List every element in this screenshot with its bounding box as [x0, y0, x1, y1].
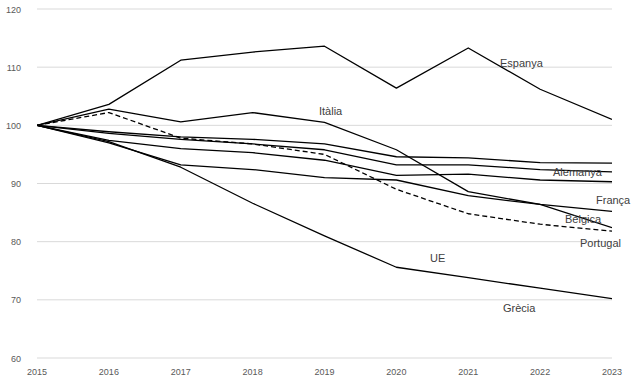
series-line [37, 125, 612, 298]
x-tick-label: 2019 [314, 367, 334, 377]
series-line [37, 125, 612, 181]
x-tick-label: 2015 [27, 367, 47, 377]
y-tick-label: 110 [7, 63, 21, 73]
grid-line [37, 299, 612, 300]
y-tick-label: 70 [11, 295, 21, 305]
y-tick-label: 60 [11, 354, 21, 364]
grid-line [37, 125, 612, 126]
series-label: França [596, 194, 631, 206]
x-tick-label: 2020 [386, 367, 406, 377]
series-line [37, 109, 612, 228]
y-tick-label: 100 [6, 121, 21, 131]
chart-container: 60 70 80 90 100 110 120 2015 2016 2017 2018 2019 202… [0, 0, 640, 380]
chart: 60 70 80 90 100 110 120 2015 2016 2017 2018 2019 202… [0, 0, 640, 380]
series-label: Alemanya [553, 166, 603, 178]
series-label: Bèlgica [565, 213, 602, 225]
grid-line [37, 183, 612, 184]
grid-line [37, 358, 612, 359]
x-tick-label: 2016 [99, 367, 119, 377]
series-line [37, 125, 612, 163]
series-label: Portugal [580, 237, 621, 249]
series-line [37, 46, 612, 125]
x-tick-label: 2022 [530, 367, 550, 377]
y-tick-label: 80 [11, 237, 21, 247]
series-line [37, 125, 612, 172]
series-label: Itàlia [319, 105, 343, 117]
grid [37, 9, 612, 358]
grid-line [37, 241, 612, 242]
series-label: Grècia [503, 302, 536, 314]
x-tick-label: 2018 [243, 367, 263, 377]
x-tick-label: 2021 [458, 367, 478, 377]
x-tick-label: 2023 [602, 367, 622, 377]
series-label: Espanya [500, 57, 544, 69]
series-line [37, 113, 612, 232]
lines [37, 46, 612, 298]
x-tick-label: 2017 [171, 367, 191, 377]
y-tick-label: 120 [6, 5, 21, 15]
y-tick-label: 90 [11, 179, 21, 189]
series-line [37, 125, 612, 211]
series-label: UE [430, 252, 445, 264]
grid-line [37, 9, 612, 10]
